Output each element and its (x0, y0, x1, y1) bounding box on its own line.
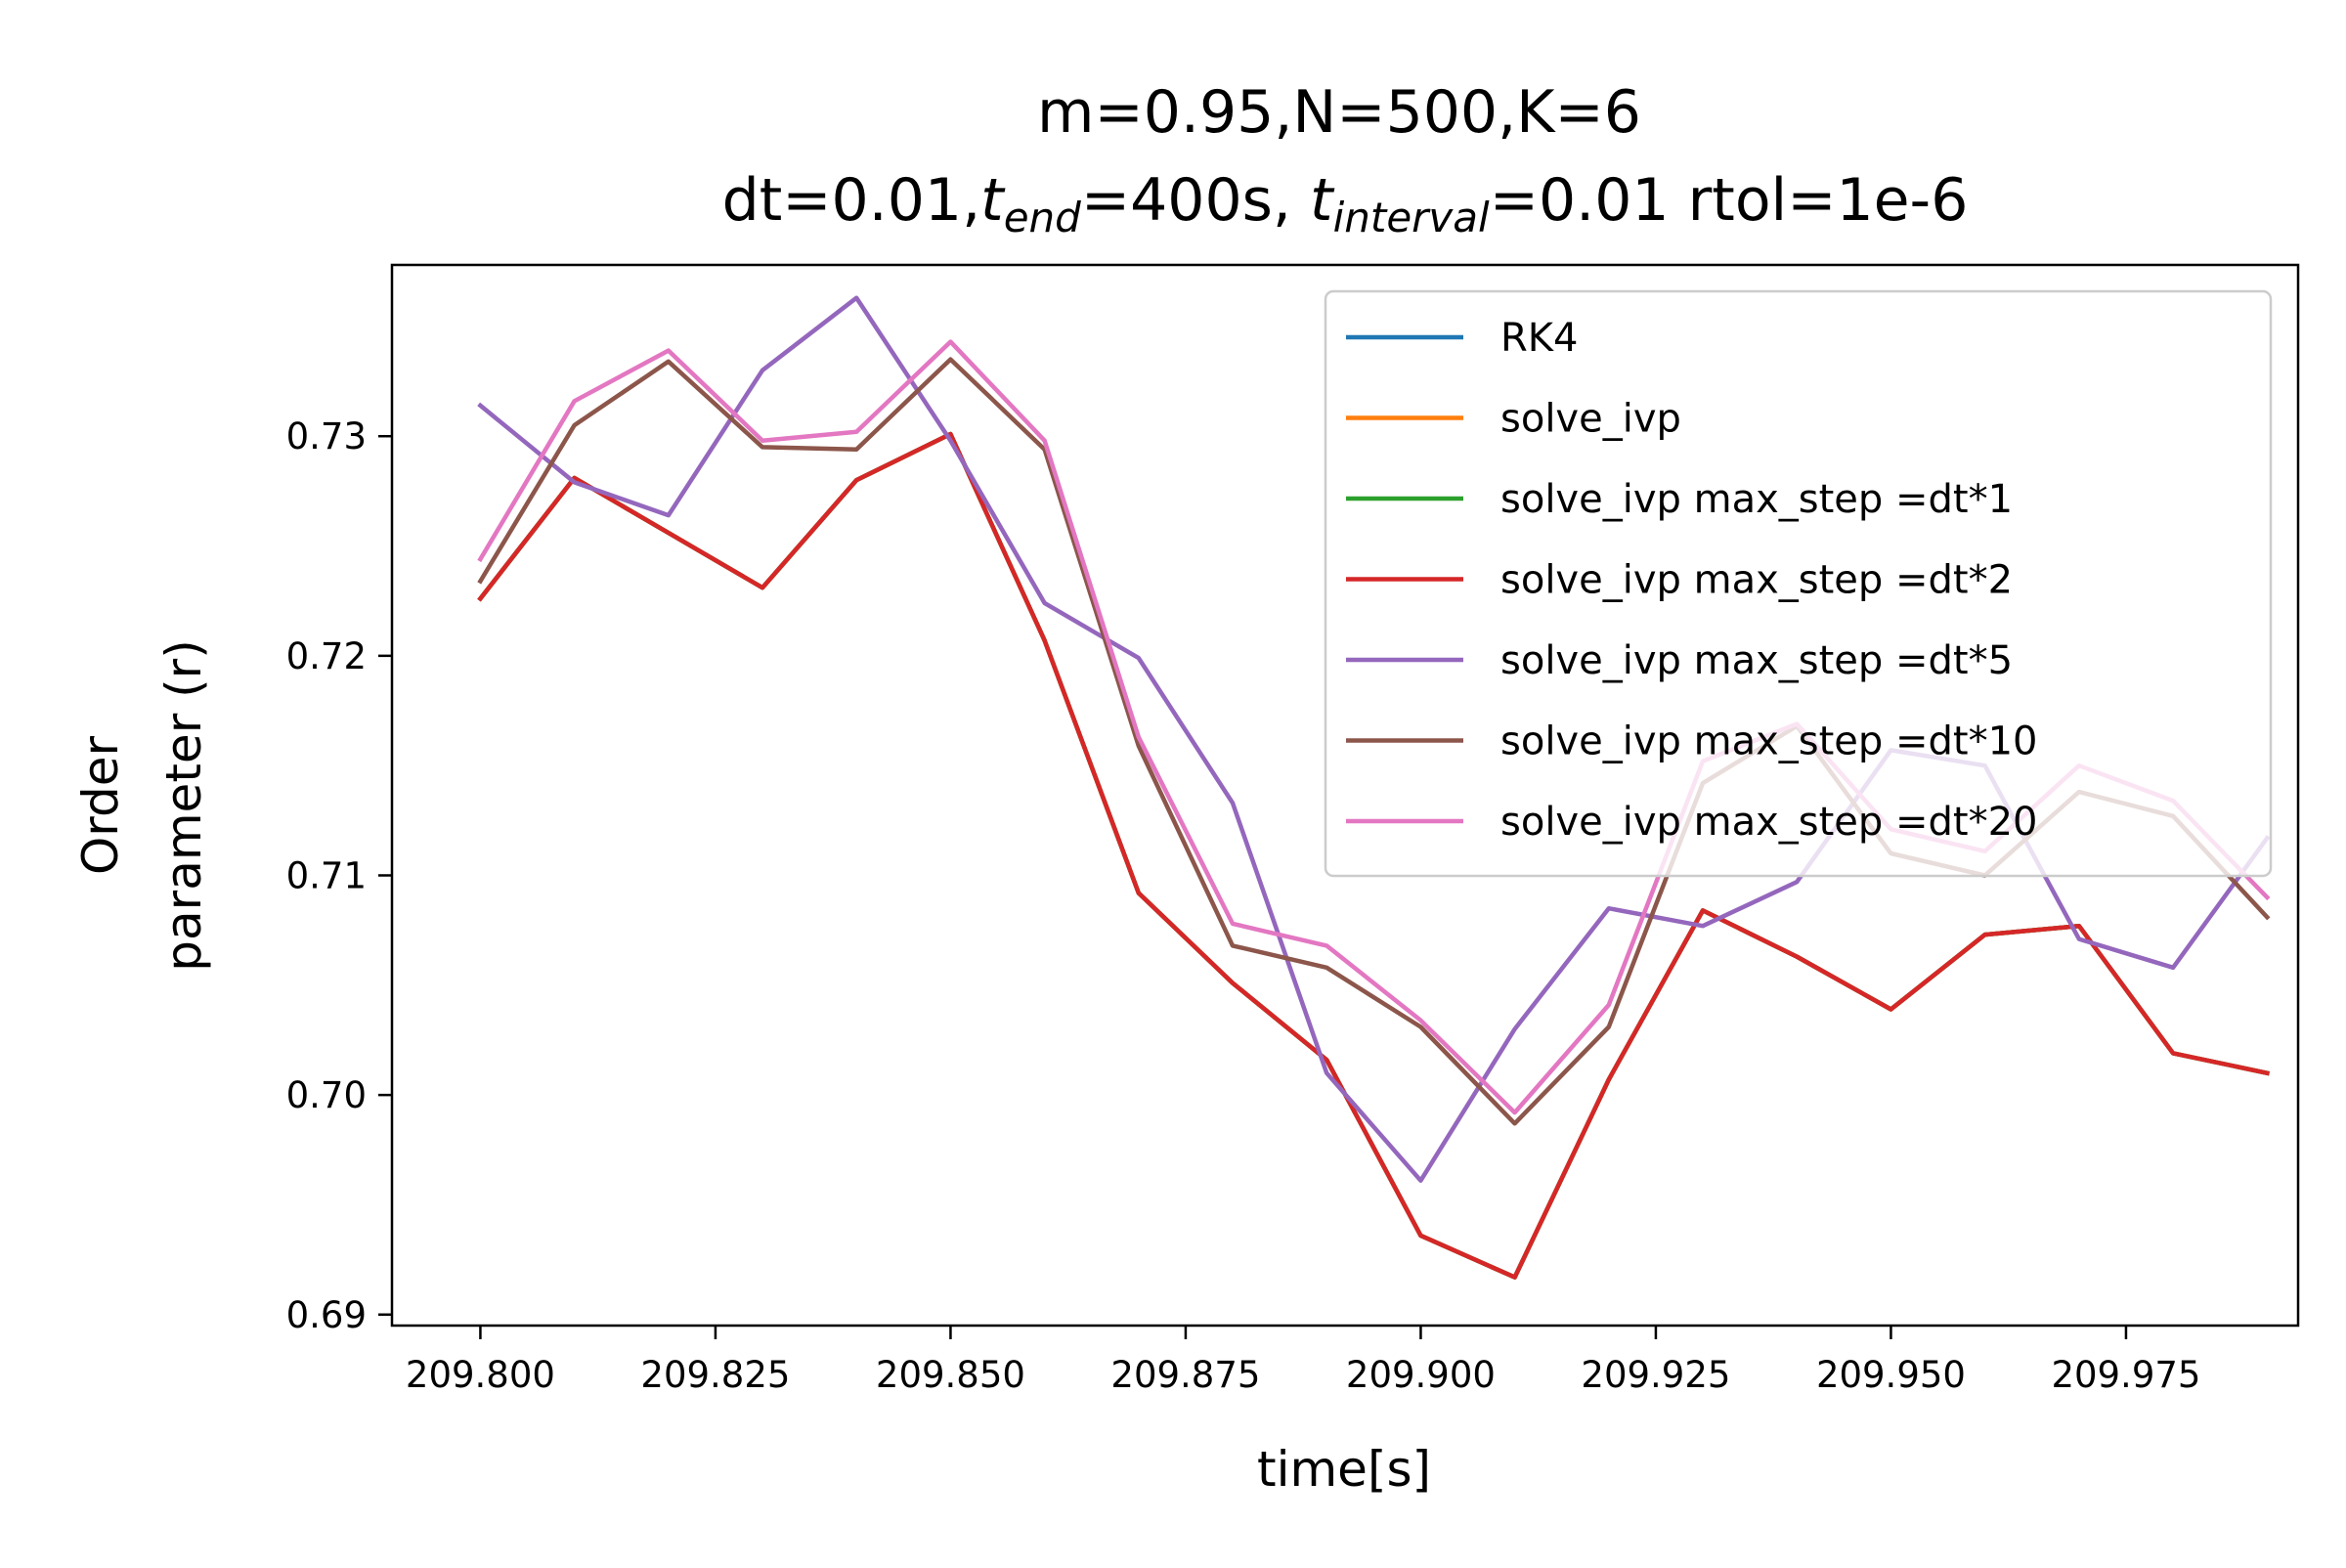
y-tick-label: 0.71 (286, 854, 367, 896)
plot-area-frame (390, 263, 2300, 1328)
x-tick-label: 209.950 (1816, 1354, 1966, 1396)
legend-label-6: solve_ivp max_step =dt*20 (1500, 800, 2037, 845)
x-tick-label: 209.850 (876, 1354, 1025, 1396)
legend: RK4 solve_ivp solve_ivp max_step =dt*1 solv… (1324, 289, 2273, 878)
legend-label-5: solve_ivp max_step =dt*10 (1500, 719, 2037, 764)
x-tick-label: 209.925 (1581, 1354, 1730, 1396)
chart-title-line1: m=0.95,N=500,K=6 (1037, 78, 1641, 147)
y-axis-label-line1: Order (72, 736, 129, 876)
title-t-interval-value: =0.01 rtol=1e-6 (1490, 166, 1969, 235)
y-tick-label: 0.73 (286, 415, 367, 457)
legend-label-1: solve_ivp (1500, 397, 1681, 442)
chart-title-line2: dt=0.01,tend=400s, tinterval=0.01 rtol=1… (722, 166, 1969, 241)
y-axis-ticks: 0.69 0.70 0.71 0.72 0.73 (286, 415, 392, 1336)
y-axis-label-line2: parameter (r) (155, 639, 212, 971)
x-tick-label: 209.800 (406, 1354, 555, 1396)
series-line-3 (477, 431, 2270, 1280)
legend-label-4: solve_ivp max_step =dt*5 (1500, 638, 2013, 683)
x-tick-label: 209.900 (1346, 1354, 1496, 1396)
legend-label-3: solve_ivp max_step =dt*2 (1500, 558, 2013, 603)
y-tick-label: 0.70 (286, 1074, 367, 1116)
x-axis-label: time[s] (1257, 1441, 1431, 1498)
legend-label-2: solve_ivp max_step =dt*1 (1500, 477, 2013, 522)
y-tick-label: 0.69 (286, 1294, 367, 1336)
legend-label-0: RK4 (1500, 316, 1578, 361)
legend-entries: RK4 solve_ivp solve_ivp max_step =dt*1 solv… (1346, 316, 2037, 845)
y-tick-label: 0.72 (286, 635, 367, 677)
title-t-interval-subscript: interval (1333, 194, 1490, 241)
x-tick-label: 209.875 (1110, 1354, 1260, 1396)
x-tick-label: 209.975 (2051, 1354, 2200, 1396)
title-t-end-value: =400s, (1081, 166, 1310, 235)
title-t-end-symbol: t (980, 166, 1006, 235)
legend-box (1324, 289, 2273, 878)
title-prefix: dt=0.01, (722, 166, 981, 235)
x-tick-label: 209.825 (640, 1354, 790, 1396)
x-axis-ticks: 209.800 209.825 209.850 209.875 209.900 209.9… (406, 1326, 2200, 1396)
title-t-interval-symbol: t (1310, 166, 1335, 235)
title-t-end-subscript: end (1004, 194, 1081, 241)
